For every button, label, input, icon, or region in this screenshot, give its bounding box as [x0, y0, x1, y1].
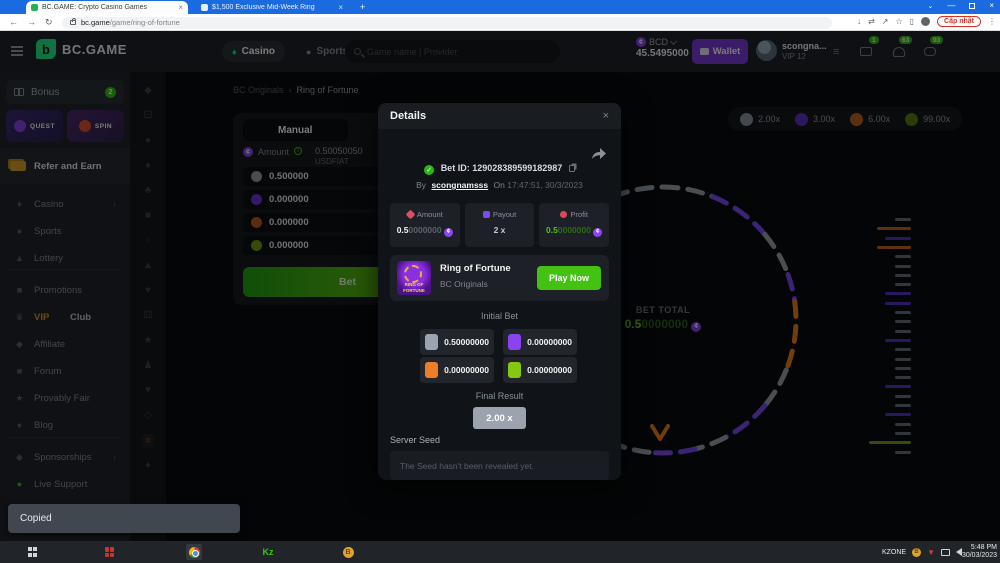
- bet-id-row: ✓ Bet ID: 129028389599182987: [378, 163, 621, 175]
- splitview-icon[interactable]: ▯: [909, 17, 915, 26]
- share-icon[interactable]: ↗: [881, 17, 889, 26]
- game-title: Ring of Fortune: [440, 263, 511, 274]
- tab-favicon: [31, 4, 38, 11]
- taskbar-coin-icon[interactable]: B: [340, 544, 356, 560]
- taskbar-clock[interactable]: 5:48 PM 30/03/2023: [962, 544, 997, 561]
- initial-bet-label: Initial Bet: [480, 311, 519, 321]
- bet-color-square: [425, 334, 439, 350]
- server-seed-box: The Seed hasn't been revealed yet.: [390, 451, 609, 480]
- page: b BC.GAME ♦ Casino ● Sports ¢ BCD: [0, 31, 1000, 541]
- tray-coin-icon[interactable]: B: [912, 547, 922, 557]
- start-button-icon[interactable]: [28, 547, 38, 557]
- bookmark-star-icon[interactable]: ☆: [895, 17, 903, 26]
- profile-icon[interactable]: [921, 17, 931, 26]
- bet-datetime: 17:47:51, 30/3/2023: [507, 180, 583, 190]
- modal-title: Details: [390, 110, 427, 122]
- bet-username-link[interactable]: scongnamsss: [431, 180, 489, 190]
- copy-icon[interactable]: [568, 165, 575, 172]
- network-icon[interactable]: [941, 548, 950, 556]
- forward-icon[interactable]: →: [27, 17, 36, 27]
- tray-download-icon[interactable]: ▼: [927, 547, 935, 557]
- windows-taskbar: Kz B KZONE B ▼ 5:48 PM 30/03/2023: [0, 541, 1000, 563]
- play-now-button[interactable]: Play Now: [537, 266, 601, 290]
- chrome-update-button[interactable]: Cập nhật: [937, 16, 981, 27]
- tab-close-icon[interactable]: ×: [178, 3, 183, 12]
- final-result-value: 2.00 x: [473, 407, 526, 429]
- game-category: BC Originals: [440, 279, 488, 289]
- window-restore-button[interactable]: [969, 2, 976, 9]
- taskbar-kz-icon[interactable]: Kz: [262, 547, 274, 557]
- on-label: On: [493, 180, 505, 190]
- window-minimize-button[interactable]: —: [947, 1, 956, 10]
- initial-bet-chip: 0.00000000: [420, 357, 494, 383]
- new-tab-button[interactable]: +: [360, 2, 366, 12]
- details-modal: Details × ✓ Bet ID: 129028389599182987 B…: [378, 103, 621, 480]
- game-info-card: RING OF FORTUNE Ring of Fortune BC Origin…: [390, 255, 609, 301]
- browser-tab-active[interactable]: BC.GAME: Crypto Casino Games ×: [26, 1, 188, 14]
- tab-title: BC.GAME: Crypto Casino Games: [42, 4, 148, 11]
- menu-dots-icon[interactable]: ⋮: [988, 17, 996, 26]
- tray-kzone-label: KZONE: [881, 548, 907, 556]
- taskbar-chrome-icon[interactable]: [186, 544, 202, 560]
- stat-card-amount: Amount 0.50000000 ¢: [390, 203, 460, 247]
- amount-icon: [405, 209, 416, 220]
- modal-close-icon[interactable]: ×: [602, 110, 609, 122]
- stat-card-profit: Profit 0.50000000 ¢: [539, 203, 610, 247]
- share-bet-icon[interactable]: [591, 147, 607, 161]
- browser-tab-inactive[interactable]: $1,500 Exclusive Mid-Week Ring ×: [196, 1, 348, 14]
- bet-author-row: By scongnamsss On 17:47:51, 30/3/2023: [378, 180, 621, 190]
- copied-toast: Copied: [8, 504, 240, 533]
- mini-ring-icon: [404, 265, 422, 283]
- download-icon[interactable]: ↓: [857, 17, 862, 26]
- by-label: By: [416, 180, 427, 190]
- bet-color-square: [425, 362, 439, 378]
- stat-card-payout: Payout 2 x: [464, 203, 535, 247]
- back-icon[interactable]: ←: [9, 17, 18, 27]
- payout-icon: [482, 211, 490, 218]
- browser-titlebar: BC.GAME: Crypto Casino Games × $1,500 Ex…: [0, 0, 1000, 14]
- url-host: bc.game: [81, 18, 110, 27]
- reload-icon[interactable]: ↻: [45, 16, 53, 27]
- initial-bet-chip: 0.00000000: [503, 329, 577, 355]
- coin-icon: ¢: [443, 227, 453, 237]
- lock-icon: [70, 18, 76, 25]
- tab-close-icon[interactable]: ×: [338, 3, 343, 12]
- browser-addressbar: ← → ↻ bc.game/game/ring-of-fortune ↓ ⇄ ↗…: [0, 14, 1000, 31]
- url-path: /game/ring-of-fortune: [109, 18, 180, 27]
- final-result-label: Final Result: [475, 391, 524, 401]
- bet-color-square: [508, 362, 522, 378]
- game-thumbnail[interactable]: RING OF FORTUNE: [397, 261, 431, 295]
- bet-id-label: Bet ID:: [440, 163, 470, 173]
- server-seed-label: Server Seed: [390, 435, 441, 445]
- coin-icon: ¢: [593, 227, 603, 237]
- tab-title: $1,500 Exclusive Mid-Week Ring: [212, 4, 315, 11]
- tab-search-icon[interactable]: ⌄: [927, 2, 934, 10]
- bet-color-square: [508, 334, 522, 350]
- tab-favicon: [201, 4, 208, 11]
- verified-check-icon: ✓: [424, 165, 435, 175]
- initial-bet-chip: 0.50000000: [420, 329, 494, 355]
- clock-date: 30/03/2023: [961, 552, 997, 560]
- taskbar-app-icon[interactable]: [102, 544, 118, 560]
- clock-time: 5:48 PM: [970, 544, 997, 551]
- translate-icon[interactable]: ⇄: [868, 17, 875, 26]
- initial-bet-chip: 0.00000000: [503, 357, 577, 383]
- profit-icon: [560, 211, 568, 218]
- volume-icon[interactable]: [956, 548, 962, 556]
- bet-stats: Amount 0.50000000 ¢ Payout 2 x Profit 0.…: [390, 203, 610, 247]
- bet-id-value: 129028389599182987: [472, 163, 563, 173]
- url-bar[interactable]: bc.game/game/ring-of-fortune: [62, 16, 832, 29]
- window-close-button[interactable]: ×: [989, 1, 994, 10]
